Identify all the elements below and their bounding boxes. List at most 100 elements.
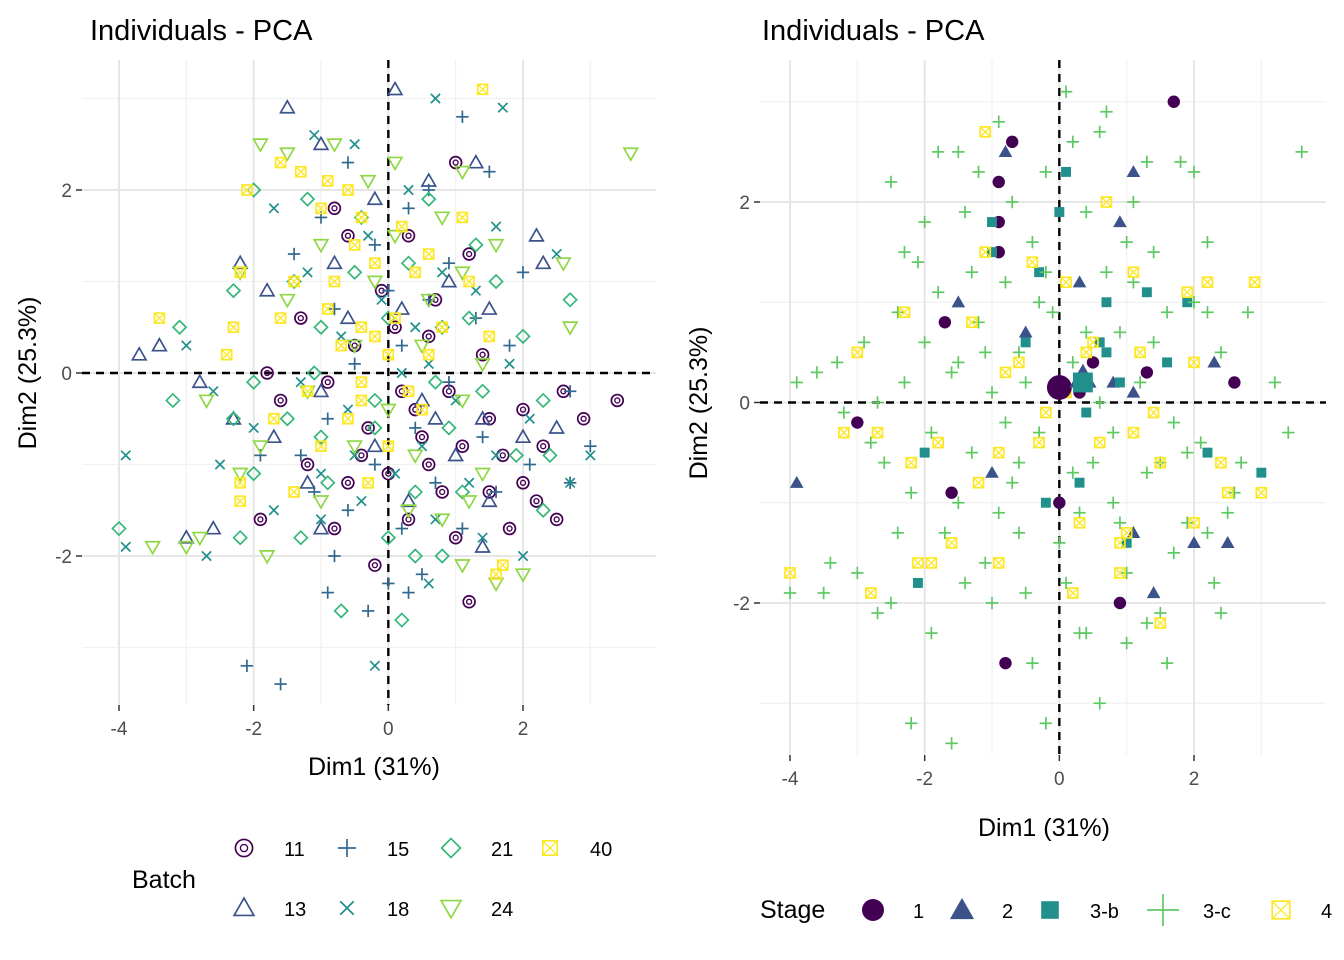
point-24 (406, 449, 424, 464)
point-15 (489, 485, 503, 499)
point-24 (346, 339, 363, 355)
point-3-c (1039, 717, 1053, 730)
point-3-b (1202, 447, 1213, 458)
point-40 (321, 303, 334, 315)
point-40 (362, 476, 374, 489)
point-15 (442, 375, 456, 389)
point-3-c (1059, 85, 1073, 98)
point-21 (427, 374, 444, 390)
point-4 (999, 366, 1012, 379)
point-40 (382, 348, 395, 361)
legend-label-3-b: 3-b (1090, 901, 1119, 923)
point-3-c (985, 596, 999, 610)
point-21 (171, 319, 188, 335)
point-3-c (992, 115, 1005, 128)
point-3-c (898, 376, 911, 389)
legend-key-3-b (1041, 901, 1059, 919)
point-21 (367, 392, 383, 409)
point-4 (1188, 356, 1200, 369)
point-11 (576, 412, 591, 426)
point-15 (321, 412, 334, 425)
point-3-c (1059, 576, 1073, 590)
point-24 (386, 156, 404, 172)
point-3-c (817, 586, 830, 600)
point-3-c (1012, 456, 1026, 469)
point-13 (366, 190, 384, 206)
point-3-b (1034, 267, 1045, 278)
point-21 (111, 520, 127, 537)
point-18 (490, 221, 502, 232)
point-21 (346, 264, 363, 281)
point-18 (403, 184, 414, 196)
point-18 (315, 468, 327, 479)
point-24 (366, 275, 384, 291)
point-4 (932, 436, 944, 449)
point-18 (416, 440, 428, 452)
point-3-c (1113, 516, 1127, 529)
point-4 (871, 426, 884, 439)
point-15 (361, 604, 375, 618)
point-15 (328, 302, 341, 316)
point-3-c (1140, 466, 1154, 479)
point-24 (279, 147, 296, 162)
centroid-1 (1046, 375, 1072, 400)
point-18 (120, 541, 131, 553)
point-18 (356, 495, 367, 507)
point-13 (481, 492, 498, 508)
point-24 (487, 238, 505, 254)
point-21 (421, 191, 437, 207)
point-18 (585, 450, 596, 461)
point-2 (789, 475, 804, 488)
right-pca-panel: Individuals - PCA -4 -2 0 2-202 Dim1 (31%) … (685, 15, 1332, 926)
point-24 (454, 559, 471, 574)
point-3-c (952, 145, 965, 159)
point-3-c (1100, 265, 1113, 279)
legend-label-13: 13 (284, 899, 306, 921)
point-11 (475, 347, 490, 362)
point-15 (254, 449, 267, 462)
point-24 (326, 138, 343, 153)
point-3-c (1073, 506, 1086, 519)
point-18 (470, 285, 482, 296)
point-18 (342, 404, 354, 415)
point-1 (999, 656, 1012, 670)
point-4 (1181, 286, 1194, 299)
point-3-c (1167, 546, 1180, 560)
point-13 (151, 337, 168, 352)
point-15 (422, 183, 435, 197)
point-3-c (1080, 626, 1093, 640)
point-3-c (1066, 466, 1079, 479)
point-40 (301, 385, 314, 398)
point-18 (369, 660, 381, 672)
point-21 (299, 191, 316, 207)
point-15 (415, 568, 429, 581)
point-11 (361, 421, 375, 435)
point-3-c (945, 366, 958, 379)
point-3-c (1127, 276, 1140, 289)
point-3-b (1121, 537, 1132, 548)
point-18 (396, 367, 408, 379)
point-21 (535, 502, 551, 518)
point-24 (312, 495, 330, 510)
point-15 (476, 430, 489, 444)
point-18 (295, 376, 307, 388)
point-4 (992, 446, 1005, 459)
point-3-c (925, 626, 938, 640)
point-21 (434, 548, 450, 564)
point-24 (474, 467, 491, 483)
legend-label-2: 2 (1002, 901, 1013, 923)
point-21 (394, 612, 410, 628)
point-18 (477, 532, 488, 543)
point-21 (468, 237, 484, 253)
point-3-c (1187, 165, 1201, 179)
point-21 (474, 383, 491, 400)
left-x-axis-label: Dim1 (31%) (308, 753, 440, 781)
point-24 (178, 540, 195, 556)
point-24 (252, 138, 269, 153)
left-y-axis-label: Dim2 (25.3%) (14, 297, 42, 450)
point-3-c (1120, 566, 1133, 580)
point-18 (302, 267, 313, 278)
point-4 (1154, 617, 1167, 629)
legend-label-40: 40 (590, 839, 612, 861)
point-24 (359, 174, 377, 190)
